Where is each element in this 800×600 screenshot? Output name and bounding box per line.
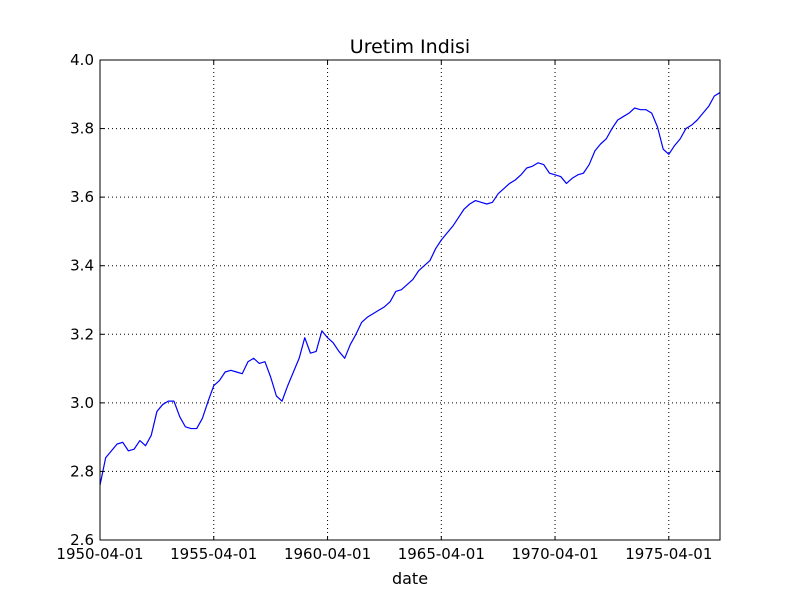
chart-title: Uretim Indisi [350, 36, 470, 58]
grid-lines [100, 60, 720, 540]
y-tick-label: 3.6 [70, 188, 94, 206]
x-tick-label: 1965-04-01 [398, 545, 485, 563]
x-tick-label: 1970-04-01 [511, 545, 598, 563]
y-tick-label: 3.4 [70, 257, 94, 275]
y-tick-label: 3.8 [70, 120, 94, 138]
y-tick-label: 2.8 [70, 462, 94, 480]
y-tick-label: 2.6 [70, 531, 94, 549]
x-tick-labels: 1950-04-01 1955-04-01 1960-04-01 1965-04-01… [56, 545, 712, 563]
x-tick-label: 1975-04-01 [625, 545, 712, 563]
x-tick-label: 1960-04-01 [284, 545, 371, 563]
plot-frame [99, 59, 721, 541]
tick-marks [99, 59, 720, 541]
y-tick-labels: 2.6 2.8 3.0 3.2 3.4 3.6 3.8 4.0 [70, 51, 94, 549]
x-tick-label: 1950-04-01 [56, 545, 143, 563]
x-axis-label: date [392, 569, 428, 588]
series-layer [99, 92, 721, 486]
y-tick-label: 3.0 [70, 394, 94, 412]
y-tick-label: 4.0 [70, 51, 94, 69]
y-tick-label: 3.2 [70, 325, 94, 343]
x-tick-label: 1955-04-01 [170, 545, 257, 563]
series-line [99, 92, 721, 486]
